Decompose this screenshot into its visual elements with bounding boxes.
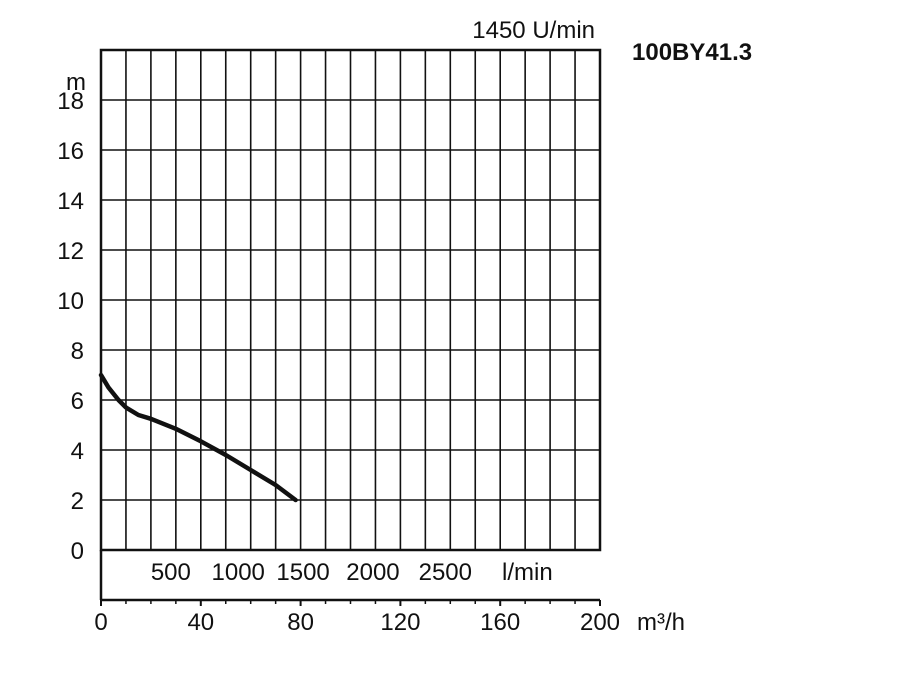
speed-label: 1450 U/min (472, 17, 595, 44)
y-tick-label: 16 (57, 138, 84, 165)
x-tick-label: 200 (580, 609, 620, 636)
y-tick-label: 12 (57, 238, 84, 265)
lmin-unit-label: l/min (502, 559, 553, 586)
y-tick-label: 8 (71, 338, 84, 365)
x-tick-label: 80 (287, 609, 314, 636)
lmin-tick-label: 500 (151, 559, 191, 586)
lmin-tick-label: 1000 (212, 559, 265, 586)
lmin-tick-label: 2500 (419, 559, 472, 586)
x-tick-labels: 0 40 80 120 160 200 (94, 609, 620, 636)
y-tick-label: 6 (71, 388, 84, 415)
plot-border (99, 48, 602, 552)
x-axis-label: m³/h (637, 609, 685, 636)
grid (101, 50, 600, 550)
y-axis-label: m (66, 69, 86, 96)
y-tick-label: 2 (71, 488, 84, 515)
model-label: 100BY41.3 (632, 39, 752, 66)
y-tick-label: 10 (57, 288, 84, 315)
y-tick-label: 18 (57, 88, 84, 115)
y-tick-labels: 0 2 4 6 8 10 12 14 16 18 (57, 88, 84, 565)
x-tick-label: 40 (187, 609, 214, 636)
y-tick-label: 14 (57, 188, 84, 215)
x-tick-label: 160 (480, 609, 520, 636)
performance-curve (98, 372, 298, 503)
curve-layer (98, 372, 298, 503)
x-tick-label: 0 (94, 609, 107, 636)
x-tick-label: 120 (380, 609, 420, 636)
lmin-tick-label: 1500 (276, 559, 329, 586)
y-tick-label: 4 (71, 438, 84, 465)
lmin-tick-label: 2000 (346, 559, 399, 586)
plot-frame (99, 48, 602, 606)
lmin-tick-labels: 500 1000 1500 2000 2500 (151, 559, 472, 586)
y-tick-label: 0 (71, 538, 84, 565)
